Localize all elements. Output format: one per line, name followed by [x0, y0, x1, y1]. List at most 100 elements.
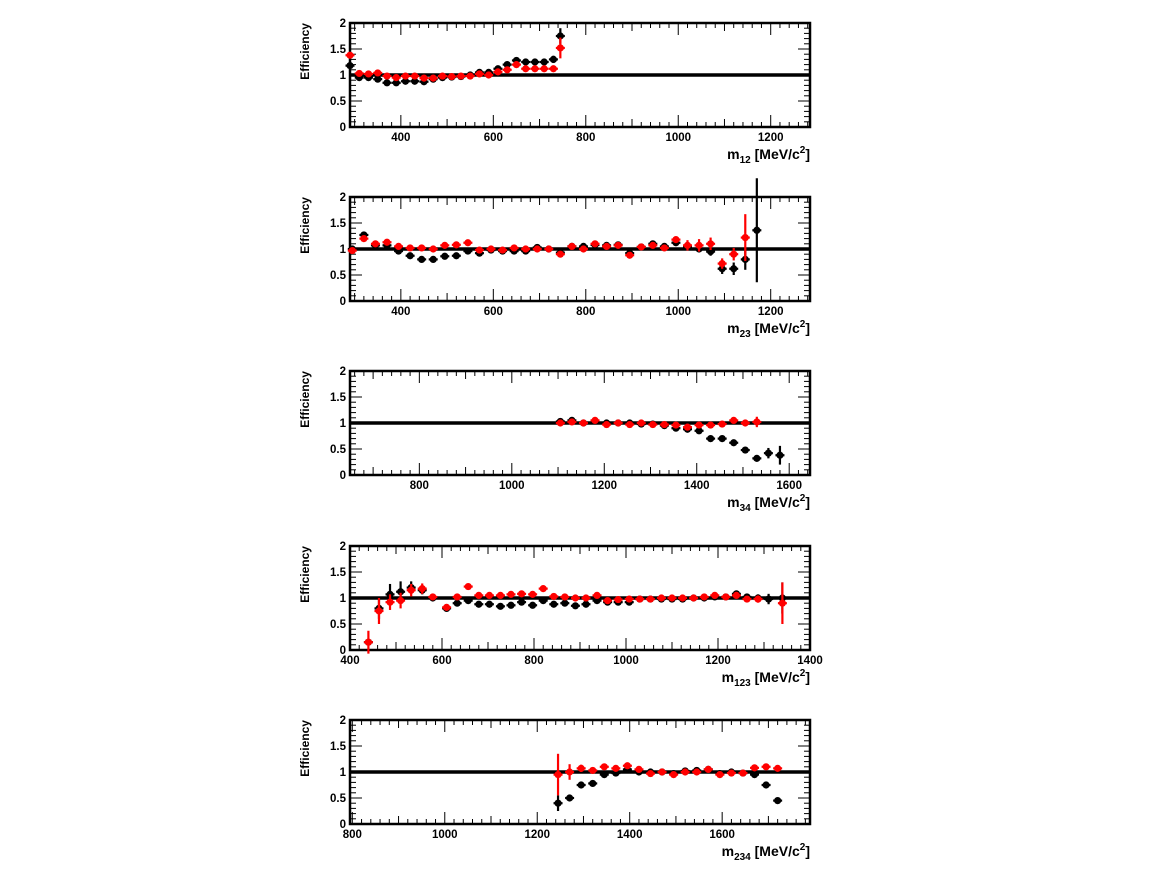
series-black: [345, 28, 565, 87]
series-red: [555, 416, 762, 431]
x-tick-label: 1200: [758, 306, 784, 318]
y-tick-label: 0.5: [330, 96, 347, 108]
data-point: [694, 427, 704, 435]
data-point: [394, 242, 404, 250]
marker: [646, 595, 654, 603]
marker: [418, 244, 426, 252]
marker: [529, 590, 537, 598]
data-point: [474, 591, 484, 600]
data-point: [400, 77, 410, 85]
x-tick-label: 1200: [591, 480, 617, 492]
chart-panel-2: 0 0.5 1 1.5 2 400 600 800 1000 1200 Efficiency m23 …: [298, 178, 812, 340]
data-point: [777, 582, 787, 624]
data-point: [553, 795, 563, 811]
data-point: [382, 72, 392, 80]
marker: [475, 591, 483, 600]
data-point: [680, 768, 690, 776]
data-point: [581, 600, 591, 608]
data-point: [763, 447, 773, 459]
data-point: [555, 419, 565, 427]
marker: [690, 594, 698, 602]
data-point: [484, 600, 494, 608]
data-point: [474, 600, 484, 608]
marker: [730, 250, 738, 258]
marker: [637, 419, 645, 427]
data-point: [385, 594, 395, 610]
marker: [418, 255, 426, 263]
data-point: [374, 598, 384, 624]
data-point: [493, 68, 503, 76]
marker: [457, 72, 465, 80]
marker: [556, 419, 564, 427]
y-axis-title: Efficiency: [298, 720, 312, 777]
data-point: [613, 241, 623, 249]
data-point: [576, 764, 586, 772]
marker: [753, 418, 761, 426]
chart-panel-5: 0 0.5 1 1.5 2 800 1000 1200 1400 1600 Efficiency m2…: [298, 715, 812, 863]
marker: [774, 764, 782, 772]
marker: [646, 769, 655, 778]
data-point: [750, 764, 760, 772]
marker: [776, 451, 784, 459]
x-tick-label: 1000: [432, 829, 458, 841]
x-tick-label: 800: [524, 655, 543, 667]
data-point: [502, 66, 512, 74]
marker: [612, 764, 620, 772]
marker: [707, 240, 715, 248]
data-point: [729, 416, 739, 424]
data-point: [703, 765, 713, 774]
data-point: [636, 419, 646, 427]
marker: [346, 51, 354, 59]
marker: [452, 241, 460, 249]
marker: [549, 65, 558, 73]
data-point: [740, 419, 750, 427]
data-point: [528, 601, 538, 609]
marker: [778, 599, 787, 607]
marker: [556, 44, 564, 52]
data-point: [567, 418, 577, 426]
data-point: [539, 65, 549, 73]
marker: [568, 242, 576, 250]
marker: [614, 595, 622, 604]
marker: [693, 768, 701, 776]
marker: [441, 252, 449, 260]
x-tick-label: 800: [343, 829, 362, 841]
data-point: [555, 37, 565, 59]
y-tick-label: 0.5: [330, 793, 347, 805]
data-point: [706, 237, 716, 251]
marker: [545, 245, 553, 253]
x-tick-label: 800: [576, 306, 595, 318]
data-point: [382, 238, 392, 246]
data-point: [590, 416, 600, 424]
marker: [753, 454, 761, 462]
marker: [625, 595, 633, 603]
marker: [512, 61, 521, 69]
data-point: [373, 75, 383, 83]
marker: [579, 419, 588, 427]
chart-panel-3: 0 0.5 1 1.5 2 800 1000 1200 1400 1600 Efficiency m3…: [298, 366, 812, 514]
x-tick-label: 800: [576, 132, 595, 144]
data-point: [419, 74, 429, 82]
marker: [346, 62, 354, 70]
marker: [565, 794, 574, 802]
data-point: [715, 771, 725, 779]
data-point: [775, 445, 785, 465]
data-point: [560, 599, 570, 607]
x-tick-label: 1000: [499, 480, 525, 492]
marker: [383, 79, 391, 87]
marker: [360, 235, 368, 243]
data-point: [495, 602, 505, 610]
y-tick-label: 1.5: [330, 392, 347, 404]
marker: [722, 593, 730, 601]
marker: [464, 239, 472, 247]
data-point: [484, 591, 494, 600]
marker: [582, 594, 590, 602]
data-point: [581, 594, 591, 602]
y-tick-label: 0: [340, 645, 346, 657]
data-point: [382, 79, 392, 87]
data-point: [710, 591, 720, 600]
y-tick-label: 1.5: [330, 567, 347, 579]
data-point: [474, 246, 484, 254]
y-tick-label: 1: [340, 70, 347, 82]
marker: [683, 423, 692, 431]
